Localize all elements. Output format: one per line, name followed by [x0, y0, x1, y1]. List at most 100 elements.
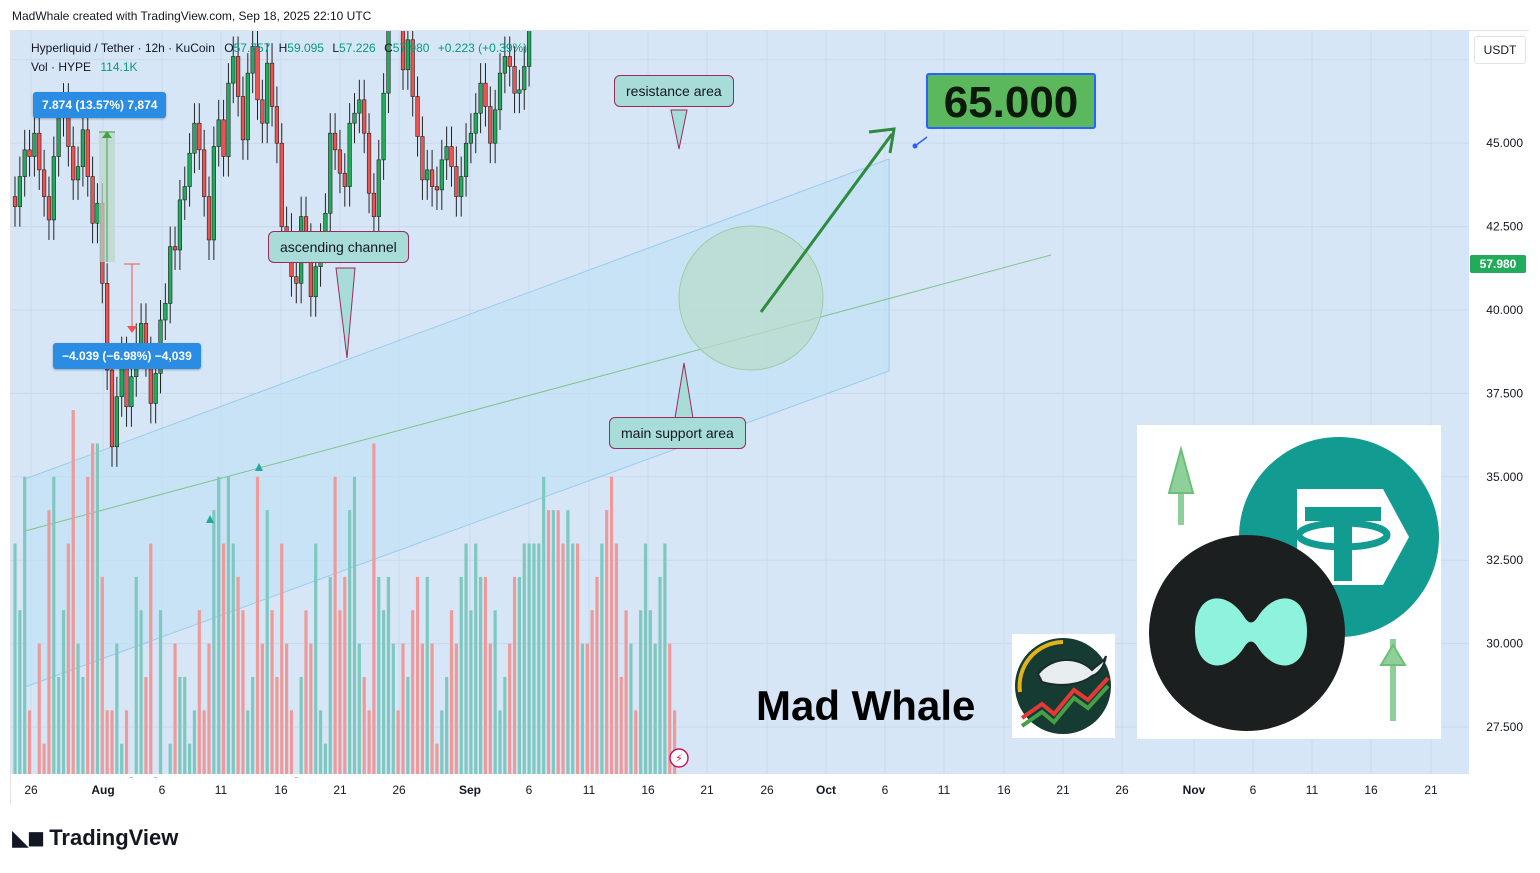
time-tick-label: Oct	[816, 783, 836, 797]
candle-body	[454, 166, 459, 197]
candle-body	[27, 149, 32, 157]
volume-bar	[406, 676, 410, 774]
candle-body	[386, 31, 391, 94]
measure-down-label[interactable]: −4.039 (−6.98%) −4,039	[53, 343, 201, 369]
candle-body	[420, 136, 425, 181]
candle-body	[56, 116, 61, 157]
volume-bar	[585, 643, 589, 774]
volume-bar	[527, 543, 531, 774]
zones	[678, 225, 824, 371]
target-label[interactable]: 65.000	[926, 73, 1096, 129]
candle-body	[269, 62, 275, 107]
volume-bar	[614, 543, 618, 774]
legend-c-label: C	[384, 41, 393, 55]
candle-body	[366, 132, 372, 194]
tradingview-brand[interactable]: ◣◼ TradingView	[12, 825, 178, 851]
whale-logo	[1012, 634, 1115, 738]
resistance-callout[interactable]: resistance area	[614, 75, 734, 107]
volume-bar	[459, 576, 463, 774]
volume-bar	[81, 676, 85, 774]
target-arrow-line	[759, 133, 894, 313]
volume-bar	[600, 543, 604, 774]
volume-bar	[590, 610, 594, 774]
candle-body	[332, 132, 338, 151]
candle-body	[337, 149, 343, 174]
price-tick-label: 42.500	[1486, 220, 1523, 234]
currency-button[interactable]: USDT	[1474, 36, 1526, 64]
candle-body	[240, 96, 246, 141]
channel-callout[interactable]: ascending channel	[268, 231, 409, 263]
channel-callout-pointer	[335, 267, 356, 359]
volume-bar	[561, 543, 565, 774]
legend-o-label: O	[224, 41, 234, 55]
candle-body	[362, 99, 367, 134]
volume-bar	[304, 610, 308, 774]
volume-bar	[318, 710, 323, 774]
volume-bar	[13, 543, 17, 774]
channel-midline	[24, 254, 1052, 532]
candle-body	[177, 199, 183, 251]
legend-high: 59.095	[287, 41, 324, 55]
candle-body	[216, 119, 221, 147]
target-anchor-dot	[912, 143, 918, 149]
volume-bar	[18, 610, 22, 774]
measure-up-arrowhead	[102, 131, 112, 138]
measure-up-label[interactable]: 7.874 (13.57%) 7,874	[33, 92, 167, 118]
volume-bar	[425, 576, 429, 774]
volume-bar	[367, 710, 371, 774]
time-tick-label: 21	[333, 783, 347, 797]
volume-bar	[454, 643, 458, 774]
volume-bar	[154, 777, 158, 779]
time-tick-label: 11	[215, 783, 228, 797]
time-tick-label: 11	[1306, 783, 1319, 797]
volume-bar	[149, 543, 153, 774]
volume-bar	[168, 743, 172, 774]
volume-bar	[91, 443, 95, 774]
volume-bar	[280, 543, 284, 774]
candle-body	[250, 46, 255, 74]
candle-body	[153, 373, 158, 404]
volume-bar	[328, 576, 332, 774]
support-callout[interactable]: main support area	[609, 417, 746, 449]
volume-bar	[202, 710, 206, 774]
candle-body	[478, 82, 483, 114]
volume-bar	[445, 676, 449, 774]
legend-l-label: L	[332, 41, 340, 55]
volume-bar	[420, 643, 424, 774]
volume-bar	[382, 610, 386, 774]
candle-body	[429, 169, 435, 187]
volume-bar	[488, 643, 492, 774]
candle-body	[80, 129, 85, 167]
candle-body	[206, 196, 212, 241]
price-chart[interactable]: ⚡ 27.500 30.000 32.500 35.000 37.500 40.000 42…	[11, 31, 1530, 805]
signal-triangle-icon	[206, 515, 214, 523]
price-tick-label: 37.500	[1486, 386, 1523, 400]
volume-bar	[449, 610, 454, 774]
legend-vol-label: Vol · HYPE	[31, 60, 92, 74]
volume-bar	[144, 676, 148, 774]
volume-bar	[270, 610, 274, 774]
volume-bar	[338, 610, 342, 774]
candle-body	[410, 39, 415, 97]
candle-body	[400, 31, 406, 71]
volume-bar	[226, 476, 230, 774]
candle-body	[444, 146, 449, 161]
time-tick-label: 6	[1250, 783, 1257, 797]
volume-bar	[415, 576, 420, 774]
volume-bar	[76, 643, 80, 774]
candle-body	[434, 186, 440, 191]
volume-bar	[401, 643, 405, 774]
volume-bar	[246, 710, 250, 774]
chart-frame[interactable]: ⚡ 27.500 30.000 32.500 35.000 37.500 40.000 42…	[10, 30, 1530, 805]
volume-bar	[231, 543, 235, 774]
legend-vol-value: 114.1K	[100, 60, 138, 74]
volume-bar	[498, 710, 502, 774]
volume-bar	[352, 476, 357, 774]
time-tick-label: 16	[997, 783, 1011, 797]
volume-bar	[362, 676, 366, 774]
token-logo	[1137, 425, 1441, 739]
event-marker-icon	[669, 748, 689, 768]
volume-bar	[66, 543, 70, 774]
focus-circle	[678, 225, 824, 371]
time-tick-label: 11	[583, 783, 596, 797]
